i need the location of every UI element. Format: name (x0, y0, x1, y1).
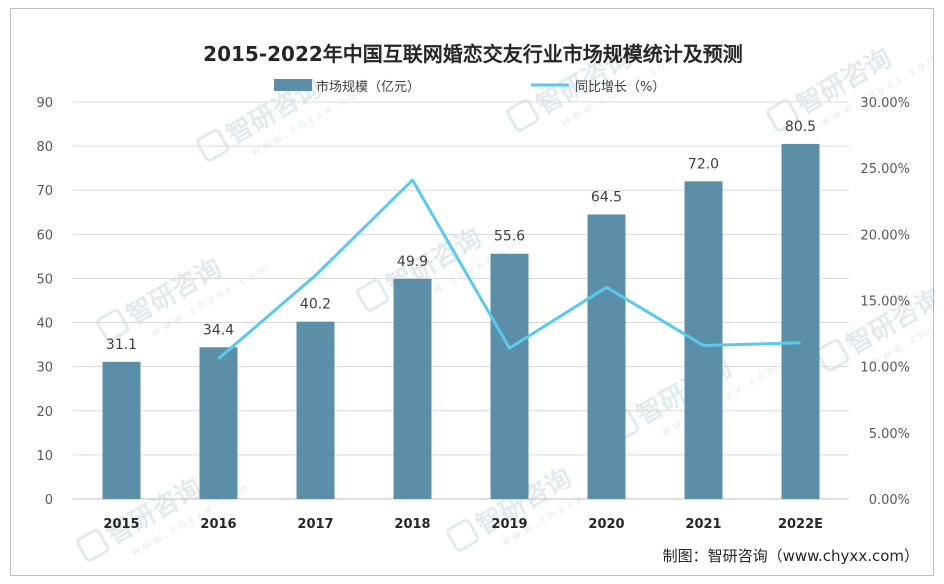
watermark-logo-icon (816, 338, 850, 372)
data-labels: 31.1 34.4 40.2 49.9 55.6 64.5 72.0 80.5 (106, 119, 816, 353)
bar-value-label: 31.1 (106, 337, 137, 353)
y-left-tick-label: 40 (36, 317, 53, 332)
y-right-tick-label: 5.00% (869, 427, 910, 442)
bar (781, 143, 820, 499)
y-right-tick-label: 0.00% (869, 493, 910, 508)
watermark-logo-icon (506, 98, 540, 132)
bar-value-label: 80.5 (785, 119, 816, 135)
growth-line (217, 178, 801, 360)
y-axis-left: 0 10 20 30 40 50 60 70 80 90 (36, 96, 53, 508)
category-label: 2018 (394, 517, 430, 532)
legend-bar-label: 市场规模（亿元） (316, 79, 420, 95)
watermark-logo-icon (356, 278, 390, 312)
category-label: 2015 (103, 517, 139, 532)
watermark-logo-icon (96, 308, 130, 342)
y-right-tick-label: 10.00% (860, 361, 910, 376)
bar (199, 347, 238, 499)
y-right-tick-label: 20.00% (860, 228, 910, 243)
y-left-tick-label: 0 (45, 493, 53, 508)
y-left-tick-label: 90 (36, 96, 53, 111)
source-credit: 制图：智研咨询（www.chyxx.com） (663, 547, 919, 565)
y-left-tick-label: 10 (36, 449, 53, 464)
category-label: 2021 (685, 517, 721, 532)
y-right-tick-label: 25.00% (860, 162, 910, 177)
legend-line-label: 同比增长（%） (575, 80, 665, 95)
watermark-logo-icon (446, 518, 480, 552)
x-axis-categories: 2015 2016 2017 2018 2019 2020 2021 2022E (103, 517, 823, 532)
y-left-tick-label: 60 (36, 228, 53, 243)
legend-bar-swatch (274, 79, 312, 91)
category-label: 2022E (778, 517, 823, 532)
bar-series (102, 143, 820, 499)
bar (393, 278, 432, 499)
y-left-tick-label: 80 (36, 140, 53, 155)
bar (490, 253, 529, 499)
category-label: 2020 (588, 517, 624, 532)
chart-title: 2015-2022年中国互联网婚恋交友行业市场规模统计及预测 (203, 42, 743, 66)
bar-value-label: 34.4 (203, 322, 234, 338)
y-left-tick-label: 30 (36, 361, 53, 376)
y-right-tick-label: 30.00% (860, 96, 910, 111)
bar-value-label: 40.2 (300, 297, 331, 313)
category-label: 2016 (200, 517, 236, 532)
watermark-logo-icon (76, 528, 110, 562)
watermark-logo-icon (766, 98, 800, 132)
bar (587, 214, 626, 499)
category-label: 2017 (297, 517, 333, 532)
bar-value-label: 64.5 (591, 189, 622, 205)
bar-value-label: 55.6 (494, 229, 525, 245)
y-left-tick-label: 70 (36, 184, 53, 199)
bar-value-label: 72.0 (688, 156, 719, 172)
legend: 市场规模（亿元） 同比增长（%） (274, 79, 665, 95)
category-label: 2019 (491, 517, 527, 532)
y-axis-right: 0.00% 5.00% 10.00% 15.00% 20.00% 25.00% 30.00% (860, 96, 910, 508)
line-series (217, 178, 801, 360)
bar (102, 361, 141, 499)
y-left-tick-label: 20 (36, 405, 53, 420)
bar-value-label: 49.9 (397, 254, 428, 270)
y-right-tick-label: 15.00% (860, 295, 910, 310)
bar (684, 181, 723, 499)
bar (296, 321, 335, 499)
y-left-tick-label: 50 (36, 272, 53, 287)
chart-frame: 智研咨询 w w w . c h y x x . c o m 智研咨询 w w w .… (10, 8, 935, 576)
watermark-logo-icon (196, 128, 230, 162)
